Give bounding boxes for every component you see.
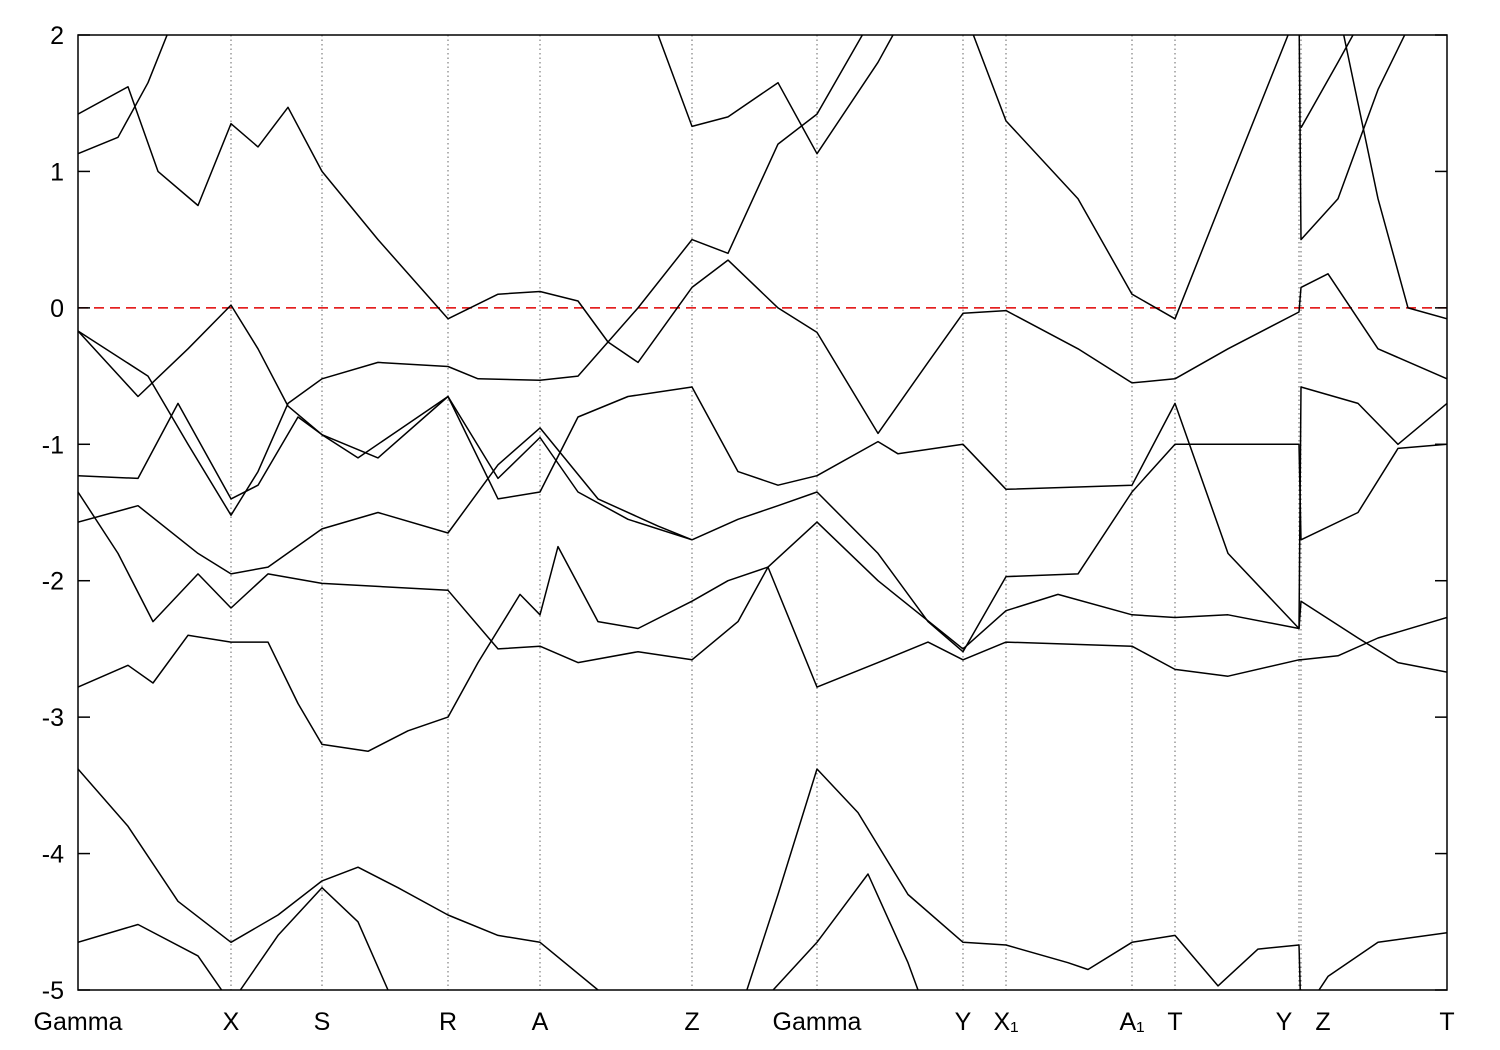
x-tick-label: X — [223, 1008, 240, 1036]
bands — [78, 35, 1447, 990]
x-tick-label: A₁ — [1119, 1008, 1144, 1036]
band — [78, 873, 919, 990]
band — [78, 427, 1447, 653]
y-tick-label: -1 — [42, 431, 64, 459]
y-tick-label: 0 — [50, 295, 64, 323]
band — [78, 386, 1447, 630]
plot-border — [77, 34, 1448, 991]
x-tick-label: R — [439, 1008, 457, 1036]
band — [78, 491, 1447, 673]
band — [78, 768, 1447, 990]
band — [78, 545, 1447, 753]
x-tick-label: Y — [1276, 1008, 1293, 1036]
x-tick-label: Y — [955, 1008, 972, 1036]
x-tick-label: Z — [684, 1008, 699, 1036]
band — [1342, 35, 1447, 320]
band — [78, 35, 1406, 343]
x-tick-label: Z — [1315, 1008, 1330, 1036]
x-tick-label: A — [532, 1008, 549, 1036]
y-tick-label: -4 — [42, 841, 64, 869]
y-tick-label: 2 — [50, 22, 64, 50]
y-tick-label: -3 — [42, 704, 64, 732]
band — [78, 259, 1447, 516]
band — [78, 304, 693, 541]
band — [78, 35, 1354, 155]
x-tick-label: S — [314, 1008, 331, 1036]
x-tick-label: T — [1167, 1008, 1182, 1036]
y-tick-label: 1 — [50, 158, 64, 186]
x-tick-label: T — [1439, 1008, 1454, 1036]
y-tick-label: -2 — [42, 568, 64, 596]
x-tick-label: X₁ — [993, 1008, 1018, 1036]
x-tick-label: Gamma — [773, 1008, 862, 1036]
y-tick-label: -5 — [42, 977, 64, 1005]
x-tick-label: Gamma — [34, 1008, 123, 1036]
